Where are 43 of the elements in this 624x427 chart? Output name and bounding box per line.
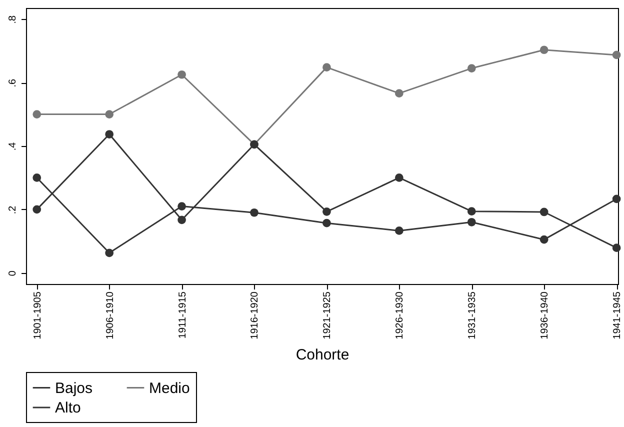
- point: [540, 46, 548, 54]
- x-tick-label: 1921-1925: [322, 291, 334, 340]
- point: [178, 202, 186, 210]
- point: [394, 174, 404, 182]
- point: [32, 205, 42, 214]
- x-tick-label: 1916-1920: [250, 291, 261, 340]
- point: [32, 174, 42, 182]
- x-tick-label: 1931-1935: [467, 291, 478, 340]
- point: [540, 235, 548, 244]
- point: [322, 218, 331, 228]
- point: [322, 63, 331, 72]
- point: [612, 50, 621, 60]
- point: [467, 218, 476, 226]
- y-tick-label: .8: [8, 14, 18, 24]
- point: [467, 64, 476, 72]
- y-tick-label: .2: [8, 205, 18, 214]
- x-tick-label: 1901-1905: [32, 291, 44, 340]
- y-tick-label: .6: [8, 78, 18, 88]
- point: [394, 89, 404, 98]
- legend-label: Medio: [149, 380, 190, 397]
- point: [612, 244, 621, 252]
- legend-label: Alto: [55, 400, 81, 416]
- legend-label: Bajos: [55, 380, 93, 397]
- point: [322, 207, 331, 216]
- point: [540, 208, 548, 216]
- x-tick-label: 1911-1915: [177, 291, 188, 339]
- point: [394, 226, 404, 235]
- x-tick-label: 1906-1910: [104, 291, 116, 340]
- x-axis-title: Cohorte: [296, 346, 350, 364]
- y-tick-label: 0: [8, 270, 18, 276]
- point: [105, 110, 114, 118]
- x-tick-label: 1936-1940: [540, 291, 551, 340]
- x-tick-label: 1926-1930: [394, 291, 406, 340]
- x-tick-label: 1941-1945: [612, 291, 624, 340]
- point: [250, 208, 258, 217]
- point: [467, 207, 476, 216]
- point: [178, 216, 186, 224]
- point: [32, 110, 42, 118]
- point: [105, 248, 114, 258]
- point: [178, 70, 186, 79]
- y-tick-label: .4: [8, 142, 18, 151]
- point: [612, 194, 621, 204]
- point: [105, 130, 114, 138]
